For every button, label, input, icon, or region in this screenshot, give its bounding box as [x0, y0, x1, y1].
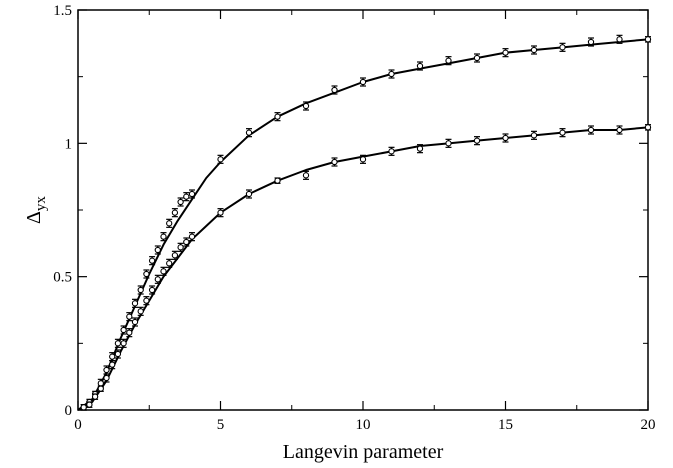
data-point-series-1	[388, 70, 395, 78]
data-point-series-1	[445, 57, 452, 64]
data-point-series-1	[160, 233, 167, 240]
data-point-series-1	[416, 62, 424, 70]
data-point-series-2	[177, 244, 184, 251]
y-axis-title: Δyx	[23, 196, 49, 224]
tick-labels: 0 5 10 15 20 0 0.5 1 1.5	[53, 3, 655, 433]
data-point-series-1	[473, 54, 481, 62]
x-tick-label: 15	[498, 417, 513, 433]
data-point-series-1	[559, 44, 566, 51]
data-point-series-2	[160, 268, 167, 275]
fit-curves	[77, 38, 649, 411]
data-point-series-2	[331, 158, 338, 166]
x-tick-label: 0	[74, 417, 82, 433]
data-point-series-2	[171, 252, 179, 259]
data-point-series-2	[148, 286, 156, 294]
data-point-series-1	[183, 193, 190, 200]
y-tick-label: 0	[65, 403, 73, 419]
data-point-series-1	[502, 49, 509, 56]
fit-curve-1	[77, 38, 649, 411]
data-point-series-1	[587, 38, 595, 46]
data-point-series-2	[473, 137, 481, 144]
data-point-series-2	[188, 233, 196, 240]
data-point-series-1	[245, 129, 253, 136]
data-point-series-1	[109, 353, 116, 360]
data-point-series-1	[166, 220, 173, 227]
data-point-series-1	[120, 326, 127, 334]
data-point-series-1	[217, 156, 224, 163]
y-tick-label: 0.5	[53, 270, 72, 286]
y-tick-label: 1.5	[53, 3, 72, 19]
data-point-series-2	[131, 318, 139, 326]
data-points	[80, 34, 652, 411]
data-point-series-2	[97, 385, 104, 392]
data-point-series-2	[502, 134, 509, 142]
data-point-series-2	[445, 140, 452, 147]
x-tick-label: 20	[641, 417, 656, 433]
data-point-series-2	[587, 126, 595, 134]
data-point-series-2	[80, 404, 87, 411]
data-point-series-1	[103, 366, 110, 374]
data-point-series-2	[166, 260, 173, 267]
data-point-series-1	[302, 102, 310, 110]
data-point-series-2	[137, 308, 144, 315]
data-point-series-2	[86, 401, 93, 408]
data-point-series-1	[97, 380, 104, 387]
data-point-series-2	[91, 393, 99, 400]
data-point-series-2	[154, 276, 161, 283]
data-point-series-2	[359, 156, 367, 163]
data-point-series-1	[616, 36, 623, 43]
y-axis-title-subscript: yx	[33, 196, 49, 212]
data-point-series-1	[137, 286, 144, 294]
data-point-series-1	[331, 86, 338, 94]
data-point-series-2	[559, 129, 566, 136]
data-point-series-1	[114, 340, 122, 347]
x-tick-label: 5	[217, 417, 225, 433]
data-point-series-2	[416, 145, 424, 152]
data-point-series-1	[148, 257, 156, 264]
data-point-series-1	[131, 300, 139, 307]
data-point-series-2	[644, 124, 652, 131]
data-point-series-1	[177, 198, 184, 206]
data-point-series-2	[217, 209, 224, 216]
data-point-series-1	[644, 36, 652, 43]
data-point-series-1	[126, 313, 133, 320]
axis-ticks	[77, 9, 649, 411]
data-point-series-2	[114, 350, 122, 358]
y-tick-label: 1	[65, 136, 73, 152]
data-point-series-1	[143, 270, 150, 278]
data-point-series-2	[616, 126, 623, 134]
data-point-series-2	[126, 329, 133, 336]
data-point-series-2	[109, 361, 116, 368]
x-axis-title: Langevin parameter	[283, 441, 444, 463]
data-point-series-2	[388, 148, 395, 155]
data-point-series-2	[143, 297, 150, 304]
data-point-series-1	[171, 209, 179, 216]
data-point-series-1	[188, 190, 196, 198]
plot-frame	[77, 9, 649, 411]
data-point-series-2	[120, 340, 127, 347]
data-point-series-2	[274, 177, 281, 184]
data-point-series-2	[302, 172, 310, 179]
data-point-series-1	[154, 246, 161, 254]
data-point-series-2	[530, 132, 538, 139]
data-point-series-2	[103, 374, 110, 382]
y-axis-title-main: Δ	[23, 211, 45, 224]
data-point-series-1	[274, 113, 281, 120]
data-point-series-2	[183, 238, 190, 246]
data-point-series-1	[359, 78, 367, 86]
x-tick-label: 10	[356, 417, 371, 433]
data-point-series-1	[530, 46, 538, 54]
data-point-series-2	[245, 190, 253, 198]
